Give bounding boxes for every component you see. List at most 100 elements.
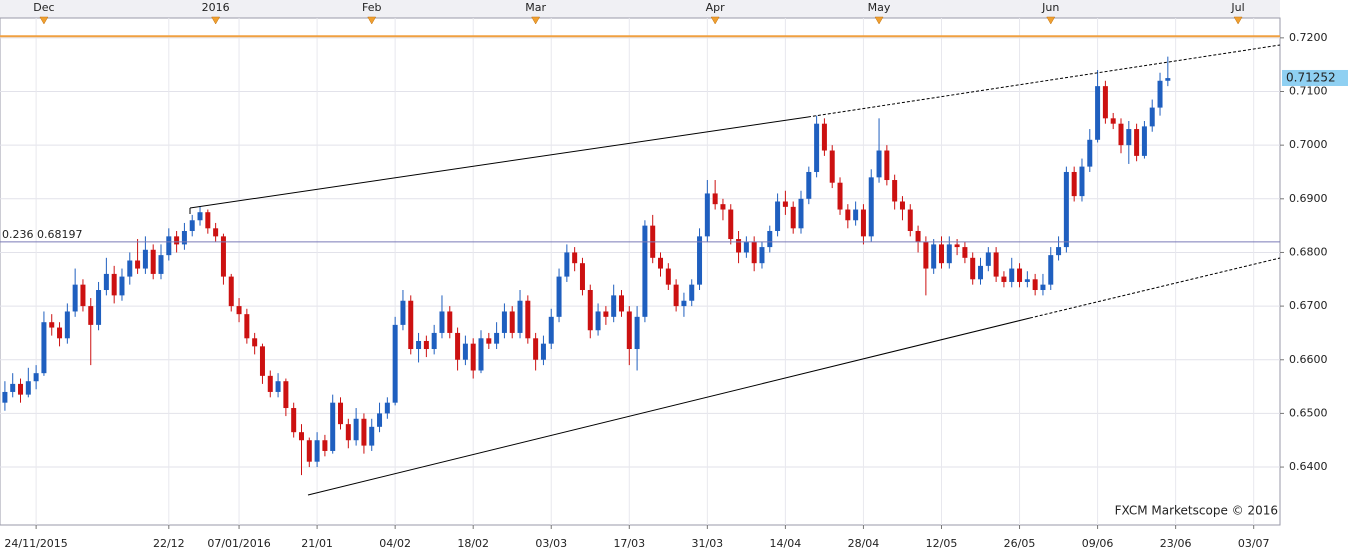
candle-body <box>595 311 601 331</box>
top-axis-marker <box>1233 16 1243 25</box>
candle-body <box>1141 126 1147 156</box>
candle-body <box>314 440 320 462</box>
candle-body <box>525 300 531 339</box>
top-axis-label: Feb <box>362 1 381 14</box>
last-price-box <box>1282 69 1348 86</box>
candle-body <box>2 391 8 403</box>
top-axis-marker <box>874 16 884 25</box>
candle-body <box>150 249 156 274</box>
candle-body <box>946 244 952 264</box>
candle-body <box>501 311 507 333</box>
candle-body <box>275 381 281 392</box>
candle-body <box>572 252 578 264</box>
candle-body <box>88 306 94 325</box>
candle-body <box>1001 276 1007 282</box>
x-tick-label: 31/03 <box>691 537 723 550</box>
candle-body <box>220 236 226 277</box>
candle-body <box>884 150 890 181</box>
trendlines <box>189 44 1281 496</box>
candle-body <box>259 346 265 376</box>
x-tick-label: 17/03 <box>613 537 645 550</box>
top-axis-marker <box>211 16 221 25</box>
x-tick-label: 12/05 <box>926 537 958 550</box>
candle-body <box>213 228 219 237</box>
candle-body <box>1009 268 1015 282</box>
candle-body <box>142 249 148 269</box>
top-axis-marker <box>1046 16 1056 25</box>
candle-body <box>57 327 63 339</box>
candle-body <box>1040 284 1046 291</box>
y-tick-label: 0.6600 <box>1289 353 1328 366</box>
y-tick-label: 0.7100 <box>1289 85 1328 98</box>
candle-body <box>127 260 133 277</box>
candle-body <box>915 230 921 242</box>
candle-body <box>72 284 78 312</box>
candle-body <box>665 268 671 285</box>
candle-body <box>736 239 742 253</box>
y-tick-label: 0.6400 <box>1289 460 1328 473</box>
x-tick-label: 04/02 <box>379 537 411 550</box>
candle-body <box>681 300 687 307</box>
lower-trendline <box>307 317 1031 496</box>
top-axis-label: May <box>868 1 891 14</box>
top-axis-label: Dec <box>33 1 54 14</box>
candle-body <box>10 383 16 392</box>
candle-body <box>64 311 70 339</box>
watermark: FXCM Marketscope © 2016 <box>1115 504 1278 518</box>
candle-body <box>244 314 250 339</box>
top-axis-marker <box>367 16 377 25</box>
candle-body <box>306 440 312 462</box>
x-tick-label: 03/07 <box>1238 537 1270 550</box>
candle-body <box>431 332 437 350</box>
candle-body <box>814 123 820 172</box>
candle-body <box>556 276 562 317</box>
candle-body <box>860 209 866 237</box>
candle-body <box>1110 118 1116 124</box>
candle-body <box>782 201 788 207</box>
candle-body <box>1095 86 1101 140</box>
x-tick-label: 07/01/2016 <box>207 537 270 550</box>
candle-body <box>494 332 500 344</box>
x-tick-label: 22/12 <box>153 537 185 550</box>
candle-body <box>283 381 289 409</box>
candle-body <box>439 311 445 333</box>
candle-body <box>587 290 593 331</box>
candle-body <box>658 257 664 269</box>
candle-body <box>408 300 414 350</box>
candle-body <box>603 311 609 317</box>
candle-body <box>49 322 55 328</box>
upper-trendline <box>189 116 809 209</box>
candle-body <box>228 276 234 307</box>
x-tick-label: 09/06 <box>1082 537 1114 550</box>
candle-body <box>1024 279 1030 282</box>
candle-body <box>642 225 648 317</box>
candle-body <box>821 123 827 151</box>
candle-body <box>1017 268 1023 282</box>
y-tick-label: 0.6800 <box>1289 245 1328 258</box>
candle-body <box>931 244 937 269</box>
candle-body <box>18 383 24 395</box>
candle-body <box>626 311 632 350</box>
candle-body <box>876 150 882 178</box>
candle-body <box>1056 247 1062 256</box>
candle-body <box>423 340 429 350</box>
candle-body <box>353 418 359 441</box>
candle-body <box>618 295 624 312</box>
candle-body <box>1087 139 1093 167</box>
candle-body <box>33 373 39 382</box>
candle-body <box>197 212 203 221</box>
candle-body <box>478 338 484 371</box>
candle-body <box>899 201 905 210</box>
top-axis-band <box>0 0 1280 18</box>
candle-body <box>837 182 843 210</box>
upper-trendline-extension <box>807 44 1281 118</box>
candle-body <box>345 424 351 441</box>
candle-body <box>103 273 109 291</box>
x-tick-label: 21/01 <box>301 537 333 550</box>
top-axis-label: Mar <box>525 1 546 14</box>
last-price-label: 0.71252 <box>1286 70 1336 84</box>
candle-body <box>330 402 336 451</box>
candle-body <box>611 295 617 317</box>
